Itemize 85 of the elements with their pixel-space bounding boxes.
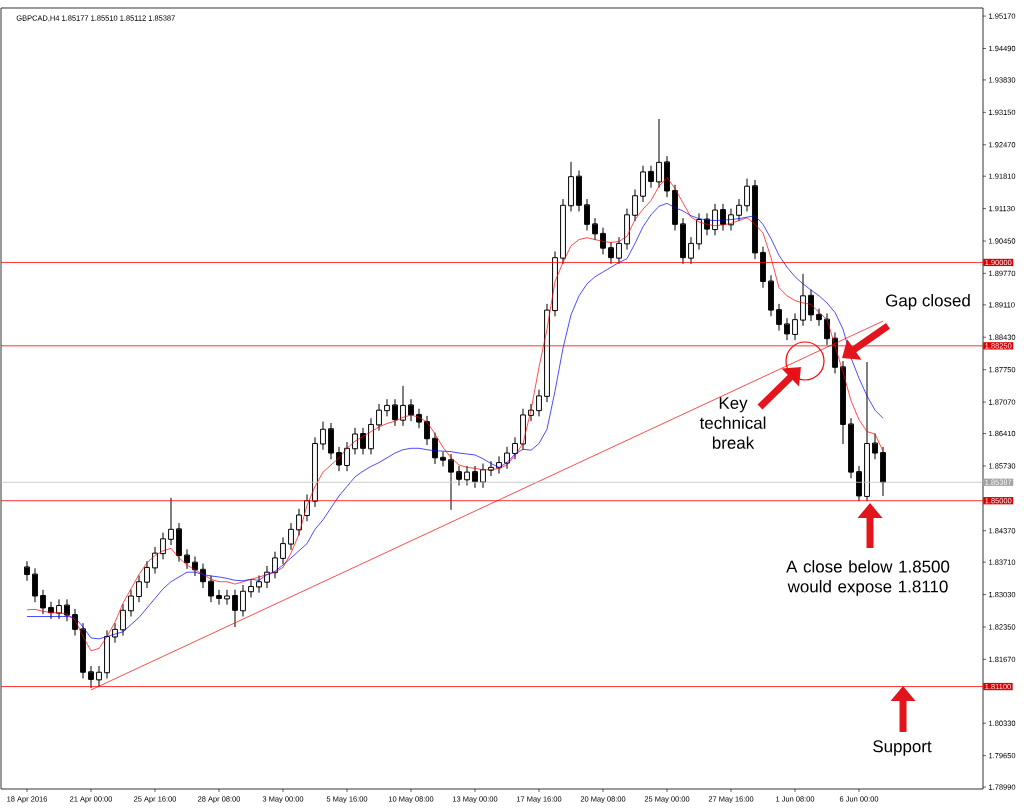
candlestick (808, 289, 814, 322)
candlestick (792, 313, 798, 341)
candlestick (672, 184, 678, 231)
candlestick (176, 523, 182, 562)
candlestick (656, 118, 662, 188)
candlestick (640, 165, 646, 202)
candlestick (464, 465, 470, 486)
candlestick (32, 568, 38, 603)
candlestick (344, 442, 350, 472)
candlestick (800, 273, 806, 326)
candlestick (432, 432, 438, 465)
candlestick (184, 549, 190, 569)
candlestick (352, 427, 358, 455)
candlestick (96, 666, 102, 688)
candlestick (192, 556, 198, 577)
candlestick (248, 580, 254, 598)
candlestick (232, 589, 238, 628)
candlestick (560, 199, 566, 264)
candlestick (616, 237, 622, 264)
candlestick (696, 213, 702, 250)
annotation: A close below 1.8500 would expose 1.8110 (786, 560, 950, 596)
candlestick (584, 199, 590, 231)
candlestick (576, 170, 582, 212)
candlestick (280, 537, 286, 565)
candlestick (592, 218, 598, 241)
candlestick (776, 303, 782, 331)
candlestick (632, 189, 638, 222)
candlestick (376, 403, 382, 431)
candlestick (24, 561, 30, 581)
candlestick (536, 389, 542, 417)
candlestick (168, 497, 174, 546)
candlestick (120, 604, 126, 636)
candlestick (312, 437, 318, 507)
candlestick (736, 199, 742, 222)
candlestick (384, 399, 390, 417)
candlestick (400, 385, 406, 426)
candlestick (160, 532, 166, 560)
annotation: Key technical break (699, 397, 766, 449)
candlestick (648, 165, 654, 188)
candlestick (128, 589, 134, 617)
candlestick (880, 446, 886, 496)
candlestick (88, 666, 94, 688)
candlestick (360, 427, 366, 455)
candlestick (136, 575, 142, 603)
candlestick (480, 463, 486, 488)
candlestick (680, 218, 686, 264)
candlestick (456, 465, 462, 486)
candlestick (56, 599, 62, 619)
candlestick (424, 415, 430, 445)
candlestick (760, 246, 766, 288)
candlestick (544, 303, 550, 403)
candlestick (104, 630, 110, 679)
candlestick (752, 179, 758, 260)
candlestick (288, 523, 294, 550)
candlestick (664, 156, 670, 198)
candlestick (216, 589, 222, 605)
candlestick (608, 241, 614, 264)
candlestick (328, 423, 334, 460)
candlestick (624, 208, 630, 250)
candlestick (320, 421, 326, 450)
candlestick (816, 308, 822, 326)
candlestick (408, 399, 414, 422)
candlestick (240, 585, 246, 617)
candlestick (848, 418, 854, 479)
candlestick (392, 399, 398, 426)
candlestick (768, 275, 774, 317)
annotation: Support (873, 740, 932, 756)
candlestick (856, 465, 862, 502)
candlestick (872, 433, 878, 460)
candlestick (688, 237, 694, 264)
candlestick (440, 451, 446, 467)
candlestick (568, 161, 574, 212)
candlestick (864, 362, 870, 502)
annotation: Gap closed (886, 294, 970, 310)
candlestick (40, 589, 46, 615)
candlestick (224, 589, 230, 605)
candlestick (80, 623, 86, 679)
candlestick (448, 453, 454, 510)
candlestick (368, 418, 374, 455)
candlestick (472, 465, 478, 488)
candlestick (256, 575, 262, 593)
candlestick (144, 561, 150, 588)
candlestick (784, 318, 790, 341)
candlestick (744, 178, 750, 212)
candlestick (840, 361, 846, 445)
